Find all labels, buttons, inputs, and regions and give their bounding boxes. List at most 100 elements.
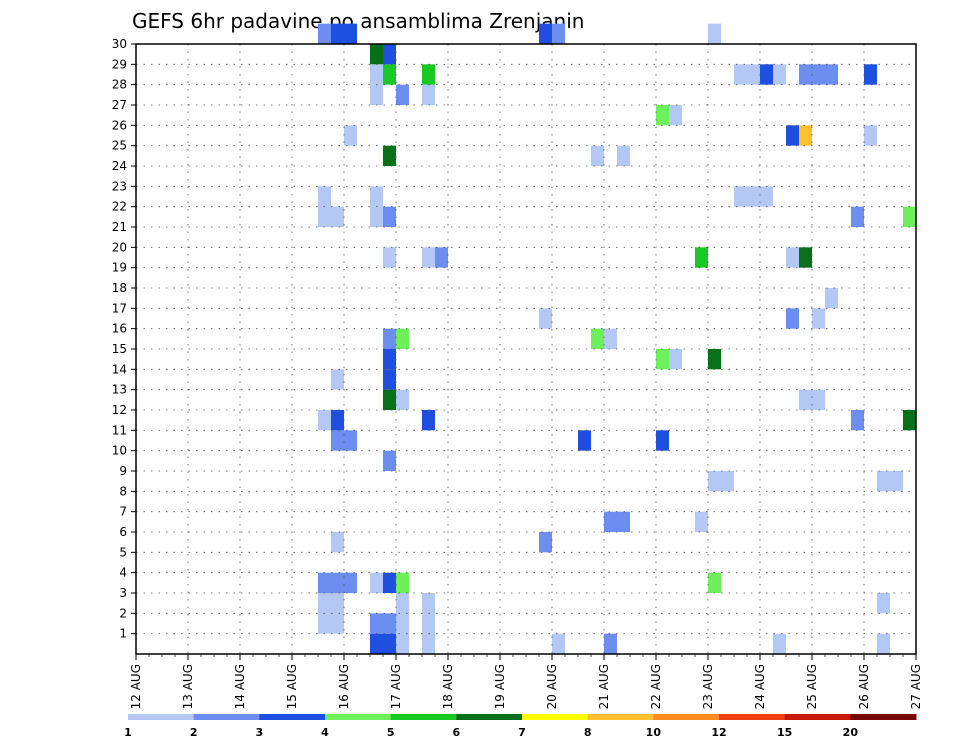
data-cell	[656, 349, 669, 369]
data-cell	[604, 634, 617, 654]
colorbar-label: 7	[518, 726, 526, 739]
data-cell	[396, 329, 409, 349]
data-cell	[370, 207, 383, 227]
data-cell	[331, 573, 344, 593]
colorbar-swatch	[128, 714, 194, 720]
y-tick-label: 23	[112, 179, 127, 193]
data-cell	[383, 329, 396, 349]
y-tick-label: 26	[112, 118, 127, 132]
data-cell	[383, 390, 396, 410]
y-tick-label: 6	[119, 525, 127, 539]
data-cell	[617, 146, 630, 166]
data-cell	[877, 471, 890, 491]
colorbar-swatch	[456, 714, 522, 720]
y-tick-label: 15	[112, 342, 127, 356]
data-cell	[747, 186, 760, 206]
colorbar-label: 1	[124, 726, 132, 739]
y-tick-label: 22	[112, 200, 127, 214]
data-cell	[890, 471, 903, 491]
data-cell	[318, 593, 331, 613]
data-cell	[760, 186, 773, 206]
data-cell	[552, 24, 565, 44]
colorbar-label: 4	[321, 726, 329, 739]
data-cell	[422, 247, 435, 267]
colorbar-label: 20	[843, 726, 859, 739]
y-tick-label: 25	[112, 139, 127, 153]
data-cell	[331, 207, 344, 227]
data-cell	[383, 207, 396, 227]
colorbar-swatch	[785, 714, 851, 720]
data-cell	[708, 573, 721, 593]
data-cell	[383, 451, 396, 471]
data-cell	[383, 613, 396, 633]
data-cell	[708, 24, 721, 44]
colorbar-label: 2	[190, 726, 198, 739]
data-cell	[695, 512, 708, 532]
colorbar-swatch	[653, 714, 719, 720]
data-cell	[383, 247, 396, 267]
colorbar-swatch	[522, 714, 588, 720]
data-cell	[812, 64, 825, 84]
x-tick-label: 12 AUG	[129, 664, 143, 709]
data-cell	[396, 613, 409, 633]
data-cell	[799, 125, 812, 145]
data-cell	[331, 613, 344, 633]
x-tick-label: 15 AUG	[285, 664, 299, 709]
y-tick-label: 5	[119, 545, 127, 559]
x-tick-label: 14 AUG	[233, 664, 247, 709]
y-tick-label: 17	[112, 301, 127, 315]
data-cell	[383, 349, 396, 369]
data-cell	[669, 105, 682, 125]
y-tick-label: 3	[119, 586, 127, 600]
data-cell	[422, 85, 435, 105]
data-cell	[370, 44, 383, 64]
data-cell	[799, 64, 812, 84]
data-cell	[578, 430, 591, 450]
x-tick-label: 13 AUG	[181, 664, 195, 709]
colorbar-swatch	[850, 714, 916, 720]
data-cell	[825, 64, 838, 84]
data-cell	[708, 349, 721, 369]
data-cell	[422, 593, 435, 613]
data-cell	[344, 24, 357, 44]
data-cell	[695, 247, 708, 267]
data-cell	[396, 573, 409, 593]
data-cell	[396, 593, 409, 613]
data-cell	[396, 390, 409, 410]
y-tick-label: 4	[119, 566, 127, 580]
x-tick-label: 16 AUG	[337, 664, 351, 709]
data-cell	[331, 593, 344, 613]
data-cell	[786, 247, 799, 267]
data-cell	[370, 64, 383, 84]
x-tick-label: 23 AUG	[701, 664, 715, 709]
data-cell	[591, 146, 604, 166]
y-tick-label: 20	[112, 240, 127, 254]
data-cell	[383, 146, 396, 166]
y-tick-label: 1	[119, 627, 127, 641]
x-tick-label: 25 AUG	[805, 664, 819, 709]
colorbar-swatch	[325, 714, 391, 720]
data-cell	[422, 613, 435, 633]
precipitation-chart: GEFS 6hr padavine po ansamblima Zrenjani…	[0, 0, 960, 742]
data-cell	[396, 85, 409, 105]
data-cell	[851, 207, 864, 227]
data-cell	[721, 471, 734, 491]
y-tick-label: 7	[119, 505, 127, 519]
y-tick-label: 24	[112, 159, 127, 173]
data-cell	[318, 24, 331, 44]
x-tick-label: 26 AUG	[857, 664, 871, 709]
data-cell	[370, 85, 383, 105]
x-axis-ticks: 12 AUG 13 AUG 14 AUG 15 AUG 16 AUG 17 AUG 18 A…	[129, 654, 923, 709]
y-tick-label: 18	[112, 281, 127, 295]
y-tick-label: 8	[119, 484, 127, 498]
y-tick-label: 2	[119, 606, 127, 620]
data-cell	[708, 471, 721, 491]
data-cell	[786, 308, 799, 328]
data-cell	[734, 186, 747, 206]
y-tick-label: 10	[112, 444, 127, 458]
data-cell	[734, 64, 747, 84]
data-cell	[344, 125, 357, 145]
data-cell	[344, 430, 357, 450]
data-cell	[331, 369, 344, 389]
y-tick-label: 27	[112, 98, 127, 112]
